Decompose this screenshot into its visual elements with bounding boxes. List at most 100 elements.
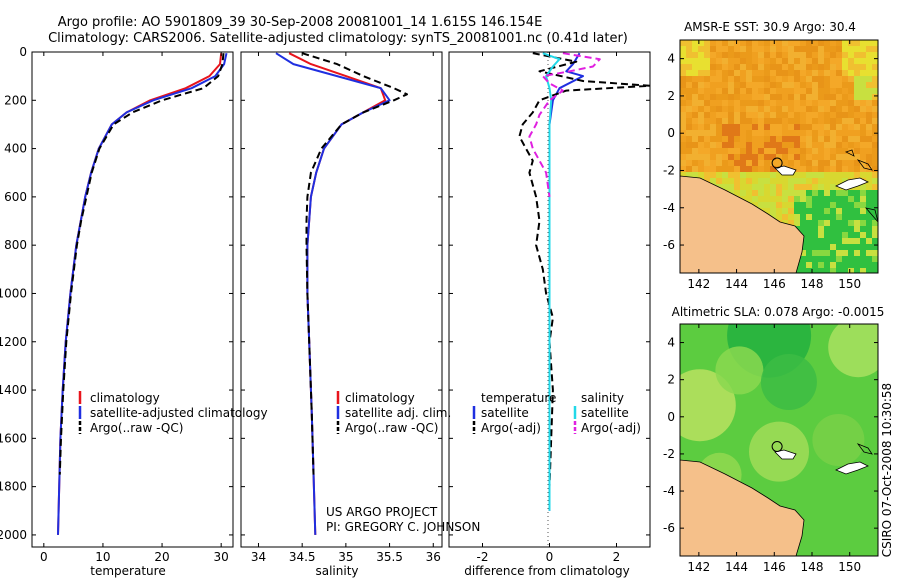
sla-new-guinea-land xyxy=(680,459,805,556)
heatmap-cell xyxy=(866,268,873,273)
sla-blob xyxy=(715,346,764,395)
heatmap-cell xyxy=(818,250,825,257)
heatmap-cell xyxy=(872,100,878,107)
heatmap-cell xyxy=(836,190,843,197)
heatmap-cell xyxy=(752,172,759,179)
heatmap-cell xyxy=(710,100,717,107)
salinity-profile-climatology-line xyxy=(288,52,387,535)
heatmap-cell xyxy=(770,202,777,209)
heatmap-cell xyxy=(854,208,861,215)
heatmap-cell xyxy=(830,112,837,119)
heatmap-cell xyxy=(830,154,837,161)
heatmap-cell xyxy=(872,160,878,167)
heatmap-cell xyxy=(770,100,777,107)
sla-map-title: Altimetric SLA: 0.078 Argo: -0.0015 xyxy=(672,305,885,319)
heatmap-cell xyxy=(710,46,717,53)
sla-blob xyxy=(828,324,878,378)
heatmap-cell xyxy=(848,244,855,251)
heatmap-cell xyxy=(740,58,747,65)
heatmap-cell xyxy=(848,100,855,107)
heatmap-cell xyxy=(842,112,849,119)
heatmap-cell xyxy=(818,268,825,273)
heatmap-cell xyxy=(812,118,819,125)
heatmap-cell xyxy=(770,160,777,167)
x-tick-label: 30 xyxy=(214,550,229,564)
heatmap-cell xyxy=(782,148,789,155)
heatmap-cell xyxy=(848,226,855,233)
heatmap-cell xyxy=(794,40,801,47)
heatmap-cell xyxy=(818,124,825,131)
heatmap-cell xyxy=(740,154,747,161)
x-tick-label: 20 xyxy=(154,550,169,564)
heatmap-cell xyxy=(854,106,861,113)
heatmap-cell xyxy=(818,172,825,179)
heatmap-cell xyxy=(872,76,878,83)
heatmap-cell xyxy=(806,112,813,119)
heatmap-cell xyxy=(782,100,789,107)
heatmap-cell xyxy=(836,148,843,155)
heatmap-cell xyxy=(824,232,831,239)
heatmap-cell xyxy=(830,148,837,155)
heatmap-cell xyxy=(758,58,765,65)
heatmap-cell xyxy=(776,76,783,83)
sla-blob xyxy=(680,369,736,442)
heatmap-cell xyxy=(680,172,687,179)
heatmap-cell xyxy=(728,52,735,59)
heatmap-cell xyxy=(824,202,831,209)
heatmap-cell xyxy=(812,166,819,173)
heatmap-cell xyxy=(824,268,831,273)
heatmap-cell xyxy=(806,82,813,89)
heatmap-cell xyxy=(836,124,843,131)
heatmap-cell xyxy=(710,88,717,95)
heatmap-cell xyxy=(788,184,795,191)
heatmap-cell xyxy=(794,58,801,65)
heatmap-cell xyxy=(698,40,705,47)
heatmap-cell xyxy=(842,190,849,197)
legend-argo: Argo(..raw -QC) xyxy=(345,421,438,435)
heatmap-cell xyxy=(830,226,837,233)
heatmap-cell xyxy=(716,148,723,155)
heatmap-cell xyxy=(704,58,711,65)
heatmap-cell xyxy=(764,136,771,143)
heatmap-cell xyxy=(818,160,825,167)
heatmap-cell xyxy=(800,184,807,191)
heatmap-cell xyxy=(692,76,699,83)
sst-map-box xyxy=(679,39,879,274)
heatmap-cell xyxy=(788,100,795,107)
heatmap-cell xyxy=(710,58,717,65)
heatmap-cell xyxy=(722,88,729,95)
heatmap-cell xyxy=(752,64,759,71)
heatmap-cell xyxy=(788,208,795,215)
heatmap-cell xyxy=(740,64,747,71)
heatmap-cell xyxy=(842,244,849,251)
heatmap-cell xyxy=(782,130,789,137)
heatmap-cell xyxy=(776,142,783,149)
heatmap-cell xyxy=(848,154,855,161)
y-tick-label: -2 xyxy=(663,163,675,177)
heatmap-cell xyxy=(764,154,771,161)
heatmap-cell xyxy=(782,142,789,149)
heatmap-cell xyxy=(686,94,693,101)
heatmap-cell xyxy=(734,118,741,125)
heatmap-cell xyxy=(848,52,855,59)
heatmap-cell xyxy=(764,52,771,59)
heatmap-cell xyxy=(824,238,831,245)
heatmap-cell xyxy=(746,190,753,197)
heatmap-cell xyxy=(782,64,789,71)
heatmap-cell xyxy=(776,154,783,161)
heatmap-cell xyxy=(770,46,777,53)
heatmap-cell xyxy=(722,46,729,53)
heatmap-cell xyxy=(812,256,819,263)
heatmap-cell xyxy=(806,100,813,107)
heatmap-cell xyxy=(812,112,819,119)
heatmap-cell xyxy=(806,262,813,269)
heatmap-cell xyxy=(680,154,687,161)
heatmap-cell xyxy=(842,118,849,125)
heatmap-cell xyxy=(848,82,855,89)
heatmap-cell xyxy=(794,214,801,221)
heatmap-cell xyxy=(854,58,861,65)
heatmap-cell xyxy=(794,142,801,149)
heatmap-cell xyxy=(704,112,711,119)
heatmap-cell xyxy=(788,40,795,47)
heatmap-cell xyxy=(722,184,729,191)
